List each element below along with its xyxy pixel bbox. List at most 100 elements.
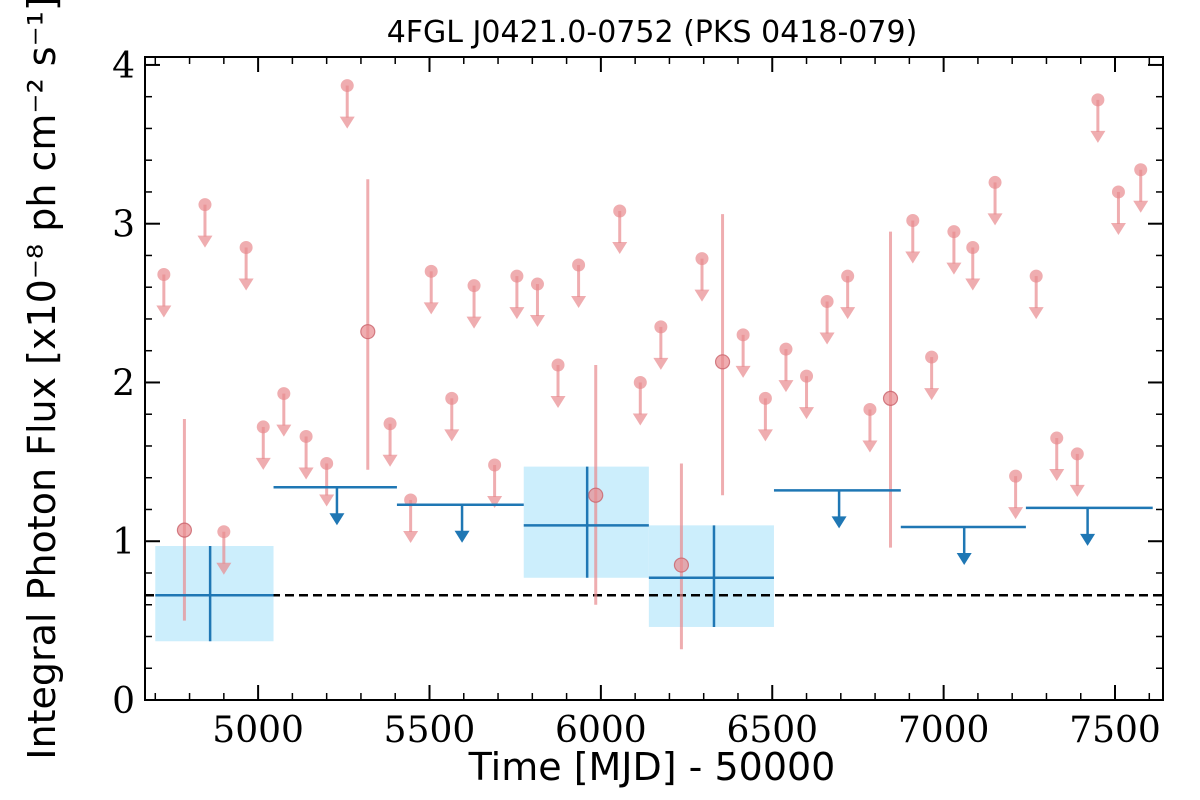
short-bin-limit-arrow [1110, 222, 1126, 235]
short-bin-limit-point [863, 402, 877, 416]
short-bin-limit-arrow [840, 307, 856, 320]
short-bin-limit-arrow [423, 302, 439, 315]
short-bin-limit-arrow [965, 278, 981, 291]
short-bin-limit-arrow [735, 365, 751, 378]
short-bin-limit-point [299, 429, 313, 443]
short-bin-limit-arrow [1090, 130, 1106, 143]
short-bin-limit-arrow [529, 315, 545, 328]
short-bin-limit-point [947, 225, 961, 239]
short-bin-limit-arrow [757, 429, 773, 442]
plot-area [145, 79, 1163, 650]
short-bin-limit-point [800, 369, 814, 383]
short-bin-limit-arrow [1028, 307, 1044, 320]
short-bin-limit-point [256, 420, 270, 434]
long-bin-limit-arrow [329, 513, 345, 526]
long-bin-limit-arrow [956, 552, 972, 565]
short-bin-limit-point [530, 277, 544, 291]
short-bin-limit-arrow [156, 305, 172, 318]
x-tick-label: 7000 [898, 710, 990, 751]
short-bin-limit-arrow [466, 316, 482, 329]
short-bin-limit-point [277, 387, 291, 401]
short-bin-limit-point [1050, 431, 1064, 445]
short-bin-point [360, 324, 376, 340]
short-bin-limit-point [572, 258, 586, 272]
short-bin-limit-arrow [255, 457, 271, 470]
short-bin-limit-point [925, 350, 939, 364]
short-bin-limit-arrow [632, 413, 648, 426]
y-tick-label: 0 [112, 681, 135, 722]
long-bin-band [648, 525, 774, 627]
short-bin-limit-point [340, 79, 354, 93]
short-bin-limit-point [841, 269, 855, 283]
short-bin-limit-point [1029, 269, 1043, 283]
short-bin-limit-arrow [550, 396, 566, 409]
short-bin-limit-arrow [819, 332, 835, 345]
short-bin-limit-point [1009, 469, 1023, 483]
short-bin-limit-point [1111, 185, 1125, 199]
short-bin-limit-arrow [946, 262, 962, 275]
plot-content [145, 79, 1163, 650]
short-bin-limit-arrow [339, 116, 355, 129]
short-bin-limit-point [1070, 447, 1084, 461]
short-bin-limit-point [198, 198, 212, 212]
short-bin-limit-arrow [197, 235, 213, 248]
axes-frame [144, 56, 1164, 701]
short-bin-limit-arrow [444, 429, 460, 442]
short-bin-limit-point [239, 241, 253, 255]
y-tick-label: 3 [112, 205, 135, 246]
short-bin-limit-point [467, 279, 481, 293]
short-bin-limit-arrow [1049, 469, 1065, 482]
short-bin-point [673, 557, 690, 573]
x-axis-label: Time [MJD] - 50000 [468, 745, 836, 789]
short-bin-point [176, 522, 193, 538]
short-bin-limit-point [320, 456, 334, 470]
short-bin-point [714, 354, 731, 370]
short-bin-limit-arrow [1008, 507, 1024, 520]
short-bin-limit-point [654, 320, 668, 334]
short-bin-limit-arrow [905, 251, 921, 264]
short-bin-limit-arrow [653, 357, 669, 370]
short-bin-limit-point [157, 268, 171, 282]
short-bin-limit-arrow [799, 407, 815, 420]
short-bin-limit-arrow [298, 467, 314, 480]
short-bin-limit-point [695, 252, 709, 266]
long-bin-limit-arrow [831, 516, 847, 529]
short-bin-limit-arrow [862, 440, 878, 453]
x-tick-label: 6000 [555, 710, 647, 751]
short-bin-limit-arrow [276, 424, 292, 437]
x-tick-label: 5000 [212, 710, 304, 751]
short-bin-limit-point [779, 342, 793, 356]
short-bin-limit-arrow [509, 307, 525, 320]
short-bin-limit-point [758, 391, 772, 405]
long-bin-limit-arrow [1080, 533, 1096, 546]
short-bin-limit-arrow [216, 562, 232, 575]
short-bin-limit-point [217, 525, 231, 539]
short-bin-limit-point [383, 417, 397, 431]
short-bin-limit-point [510, 269, 524, 283]
short-bin-limit-arrow [987, 213, 1003, 226]
x-tick-label: 7500 [1069, 710, 1161, 751]
axes: 5000 5500 6000 6500 7000 7500 0 1 2 3 4 [112, 46, 1164, 751]
long-bin-band [155, 545, 274, 642]
short-bin-limit-arrow [487, 496, 503, 509]
x-tick-label: 6500 [726, 710, 818, 751]
short-bin-limit-arrow [924, 388, 940, 401]
long-bin-limit-arrow [454, 530, 470, 543]
short-bin-limit-point [488, 458, 502, 472]
short-bin-limit-arrow [1069, 484, 1085, 497]
short-bin-limit-point [736, 328, 750, 342]
y-tick-label: 2 [112, 363, 135, 404]
short-bin-limit-point [988, 175, 1002, 189]
short-bin-limit-point [1134, 163, 1148, 177]
short-bin-limit-arrow [612, 242, 628, 255]
short-bin-limit-arrow [238, 278, 254, 291]
short-bin-limit-point [551, 358, 565, 372]
x-tick-label: 5500 [384, 710, 476, 751]
short-bin-limit-point [633, 375, 647, 389]
short-bin-limit-arrow [319, 494, 335, 507]
short-bin-limit-point [966, 241, 980, 255]
chart-title: 4FGL J0421.0-0752 (PKS 0418-079) [387, 15, 918, 50]
short-bin-limit-point [404, 493, 418, 507]
short-bin-limit-point [820, 294, 834, 308]
short-bin-limit-arrow [1133, 200, 1149, 213]
